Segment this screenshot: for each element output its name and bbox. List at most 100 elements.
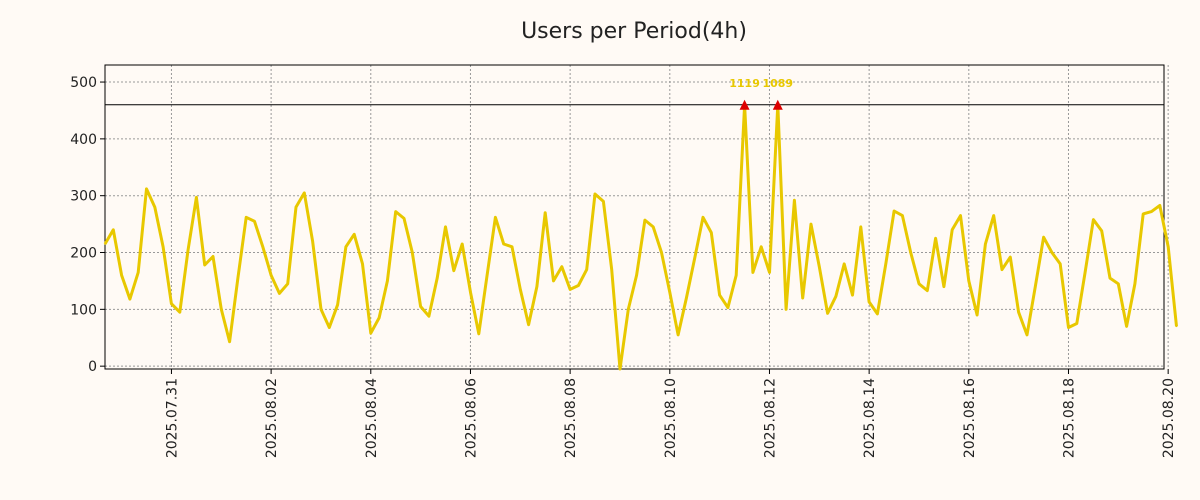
data-point xyxy=(145,188,148,190)
data-point xyxy=(378,317,380,319)
data-point xyxy=(569,288,571,291)
data-point xyxy=(320,308,322,311)
data-point xyxy=(394,210,397,213)
data-point xyxy=(527,323,530,326)
chart-title: Users per Period(4h) xyxy=(521,19,747,44)
data-point xyxy=(793,199,796,202)
data-point xyxy=(1175,325,1178,328)
data-point xyxy=(610,268,613,271)
data-point xyxy=(594,193,596,195)
data-point xyxy=(619,368,621,370)
data-point xyxy=(453,269,455,272)
data-point xyxy=(120,274,123,277)
data-point xyxy=(104,243,106,245)
data-point xyxy=(253,220,256,223)
peak-marker xyxy=(739,99,750,110)
data-point xyxy=(976,314,978,316)
data-point xyxy=(262,246,264,248)
data-point xyxy=(1026,334,1028,336)
data-point xyxy=(129,298,131,300)
data-point xyxy=(1067,326,1070,329)
data-point xyxy=(785,308,787,311)
data-point xyxy=(677,334,679,336)
data-point xyxy=(561,265,563,268)
data-point xyxy=(137,271,140,274)
y-tick-label: 0 xyxy=(88,359,97,375)
data-point xyxy=(884,263,887,265)
x-tick-label: 2025.08.04 xyxy=(364,378,380,458)
data-point xyxy=(536,285,538,288)
data-point xyxy=(602,200,605,203)
data-point xyxy=(444,226,447,228)
data-point xyxy=(926,289,929,292)
x-tick-label: 2025.08.20 xyxy=(1161,378,1177,458)
data-point xyxy=(685,297,688,299)
data-point xyxy=(1150,210,1153,213)
data-point xyxy=(893,210,895,212)
data-point xyxy=(585,268,588,271)
data-point xyxy=(1017,311,1020,313)
data-point xyxy=(511,246,513,248)
data-point xyxy=(345,246,347,248)
data-point xyxy=(959,214,962,217)
y-tick-label: 400 xyxy=(70,132,97,148)
data-point xyxy=(835,295,837,298)
peak-label: 1089 xyxy=(762,77,793,90)
x-axis: 2025.07.31 2025.08.02 2025.08.04 2025.08.06… xyxy=(164,369,1177,458)
data-point xyxy=(403,217,405,220)
data-point xyxy=(660,251,663,254)
plot-area xyxy=(104,64,1165,370)
data-point xyxy=(386,280,389,282)
data-point xyxy=(943,285,945,288)
grid xyxy=(105,65,1169,369)
x-tick-label: 2025.08.08 xyxy=(563,378,579,458)
x-tick-label: 2025.08.02 xyxy=(264,378,280,458)
x-tick-label: 2025.08.12 xyxy=(762,378,778,458)
data-point xyxy=(203,264,206,266)
data-point xyxy=(286,282,289,285)
data-point xyxy=(710,231,713,234)
data-point xyxy=(369,332,372,335)
data-point xyxy=(411,251,414,254)
data-point xyxy=(727,306,729,309)
data-point xyxy=(577,284,580,287)
data-point xyxy=(644,219,646,221)
data-point xyxy=(220,308,223,311)
data-point xyxy=(818,265,821,268)
data-point xyxy=(178,311,181,313)
data-point xyxy=(1142,213,1145,215)
data-point xyxy=(968,280,970,282)
data-point xyxy=(1167,246,1169,248)
data-point xyxy=(868,301,870,303)
data-point xyxy=(353,233,355,236)
data-point xyxy=(228,340,231,343)
data-point xyxy=(1159,204,1161,207)
data-point xyxy=(245,216,247,219)
data-point xyxy=(469,291,472,294)
data-point xyxy=(718,294,721,296)
series-points xyxy=(104,103,1178,370)
data-point xyxy=(851,294,854,296)
data-point xyxy=(984,243,987,245)
x-tick-label: 2025.08.16 xyxy=(962,378,978,458)
data-point xyxy=(187,248,189,251)
x-tick-label: 2025.08.18 xyxy=(1061,378,1077,458)
data-point xyxy=(843,263,846,265)
data-point xyxy=(1084,271,1086,274)
data-point xyxy=(735,274,738,277)
y-tick-label: 500 xyxy=(70,75,97,91)
peak-markers: 1119 1089 xyxy=(729,77,793,110)
data-point xyxy=(212,255,214,258)
data-point xyxy=(552,280,555,282)
data-point xyxy=(519,288,522,291)
data-point xyxy=(1075,322,1078,325)
data-point xyxy=(951,228,953,231)
y-axis: 0 100 200 300 400 500 xyxy=(70,75,105,375)
data-point xyxy=(1092,218,1095,221)
data-point xyxy=(361,263,364,265)
data-point xyxy=(328,326,331,329)
x-tick-label: 2025.07.31 xyxy=(164,378,180,458)
data-point xyxy=(1009,256,1012,258)
data-point xyxy=(826,312,829,315)
